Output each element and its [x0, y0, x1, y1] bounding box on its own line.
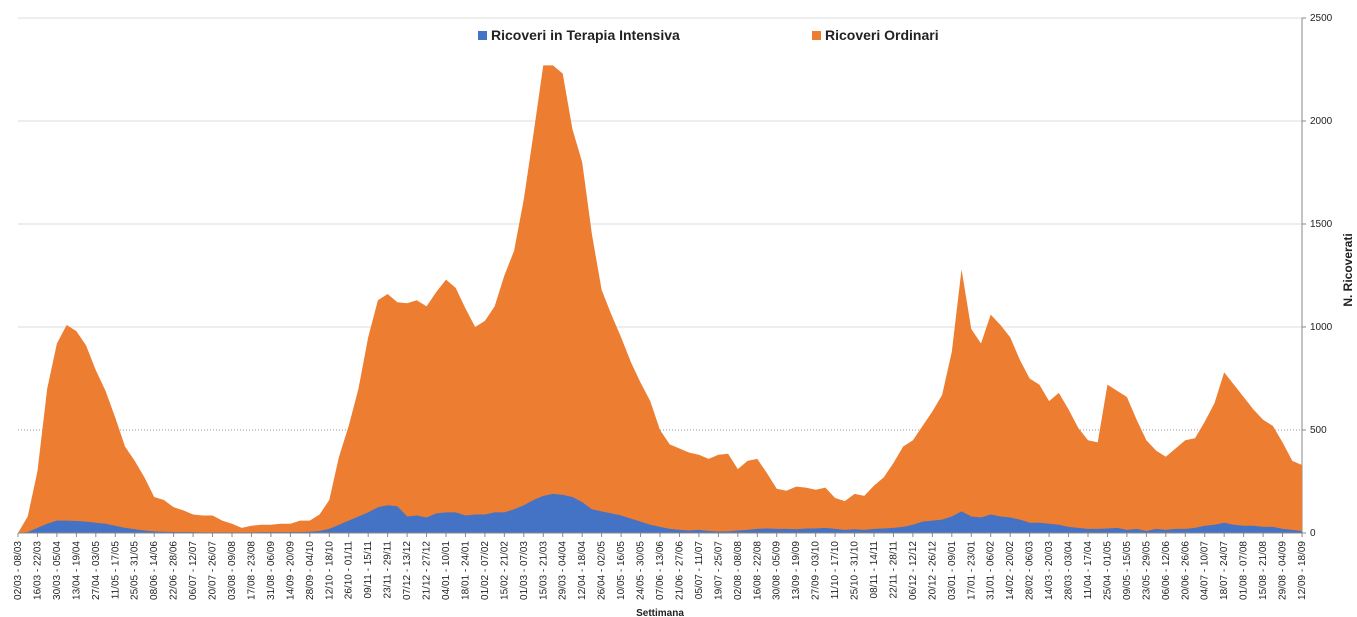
x-tick-label: 13/04 - 19/04 — [71, 541, 82, 600]
x-tick-label: 31/01 - 06/02 — [986, 541, 997, 600]
x-tick-label: 02/03 - 08/03 — [13, 541, 24, 600]
x-tick-label: 06/07 - 12/07 — [188, 541, 199, 600]
x-tick-label: 28/02 - 06/03 — [1025, 541, 1036, 600]
x-tick-label: 17/01 - 23/01 — [966, 541, 977, 600]
x-tick-label: 03/08 - 09/08 — [227, 541, 238, 600]
x-tick-label: 20/06 - 26/06 — [1180, 541, 1191, 600]
x-tick-label: 14/09 - 20/09 — [285, 541, 296, 600]
x-tick-label: 09/05 - 15/05 — [1122, 541, 1133, 600]
x-tick-label: 07/12 - 13/12 — [402, 541, 413, 600]
x-tick-label: 31/08 - 06/09 — [266, 541, 277, 600]
legend-swatch — [812, 31, 821, 40]
x-tick-label: 01/03 - 07/03 — [519, 541, 530, 600]
x-tick-label: 28/03 - 03/04 — [1064, 541, 1075, 600]
y-tick-label: 1000 — [1310, 322, 1333, 333]
x-tick-label: 11/10 - 17/10 — [830, 541, 841, 600]
x-tick-label: 23/11 - 29/11 — [383, 541, 394, 599]
y-tick-label: 0 — [1310, 528, 1316, 539]
x-tick-label: 04/07 - 10/07 — [1200, 541, 1211, 600]
x-tick-label: 28/09 - 04/10 — [305, 541, 316, 600]
x-tick-label: 20/12 - 26/12 — [927, 541, 938, 600]
x-tick-label: 21/12 - 27/12 — [422, 541, 433, 600]
legend-label: Ricoveri Ordinari — [825, 27, 939, 43]
x-tick-label: 07/06 - 13/06 — [655, 541, 666, 600]
x-tick-label: 09/11 - 15/11 — [363, 541, 374, 599]
x-tick-label: 25/05 - 31/05 — [130, 541, 141, 600]
x-tick-label: 11/04 - 17/04 — [1083, 541, 1094, 600]
x-tick-label: 24/05 - 30/05 — [636, 541, 647, 600]
x-tick-label: 01/08 - 07/08 — [1239, 541, 1250, 600]
legend-label: Ricoveri in Terapia Intensiva — [491, 27, 680, 43]
x-tick-label: 15/08 - 21/08 — [1258, 541, 1269, 600]
x-axis-title: Settimana — [636, 608, 684, 617]
x-tick-label: 02/08 - 08/08 — [733, 541, 744, 600]
x-tick-label: 27/09 - 03/10 — [811, 541, 822, 600]
x-tick-label: 18/01 - 24/01 — [460, 541, 471, 600]
x-tick-label: 15/03 - 21/03 — [538, 541, 549, 600]
y-axis-title: N. Ricoverati — [1341, 233, 1355, 306]
x-tick-label: 30/08 - 05/09 — [772, 541, 783, 600]
x-tick-label: 20/07 - 26/07 — [208, 541, 219, 600]
y-tick-label: 2000 — [1310, 116, 1333, 127]
x-tick-label: 21/06 - 27/06 — [674, 541, 685, 600]
x-tick-label: 14/03 - 20/03 — [1044, 541, 1055, 600]
x-tick-label: 15/02 - 21/02 — [499, 541, 510, 600]
x-tick-label: 25/04 - 01/05 — [1102, 541, 1113, 600]
x-tick-label: 29/08 - 04/09 — [1278, 541, 1289, 600]
x-tick-label: 03/01 - 09/01 — [947, 541, 958, 600]
x-tick-label: 12/09 - 18/09 — [1297, 541, 1308, 600]
x-tick-label: 11/05 - 17/05 — [110, 541, 121, 600]
x-tick-label: 18/07 - 24/07 — [1219, 541, 1230, 600]
x-tick-label: 04/01 - 10/01 — [441, 541, 452, 600]
x-tick-label: 27/04 - 03/05 — [91, 541, 102, 600]
x-tick-label: 17/08 - 23/08 — [246, 541, 257, 600]
x-tick-label: 10/05 - 16/05 — [616, 541, 627, 600]
x-tick-label: 13/09 - 19/09 — [791, 541, 802, 600]
x-tick-label: 16/08 - 22/08 — [752, 541, 763, 600]
area — [18, 65, 1302, 533]
x-tick-label: 12/10 - 18/10 — [324, 541, 335, 600]
x-tick-label: 30/03 - 05/04 — [52, 541, 63, 600]
x-tick-label: 22/11 - 28/11 — [888, 541, 899, 599]
x-tick-label: 05/07 - 11/07 — [694, 541, 705, 600]
x-tick-label: 26/04 - 02/05 — [597, 541, 608, 600]
x-tick-label: 12/04 - 18/04 — [577, 541, 588, 600]
x-tick-label: 25/10 - 31/10 — [850, 541, 861, 600]
x-tick-label: 26/10 - 01/11 — [344, 541, 355, 600]
y-tick-label: 1500 — [1310, 219, 1333, 230]
x-tick-label: 08/11 - 14/11 — [869, 541, 880, 599]
x-tick-label: 06/12 - 12/12 — [908, 541, 919, 600]
x-tick-label: 29/03 - 04/04 — [558, 541, 569, 600]
x-tick-label: 06/06 - 12/06 — [1161, 541, 1172, 600]
x-tick-label: 23/05 - 29/05 — [1141, 541, 1152, 600]
area — [18, 493, 1302, 533]
x-tick-label: 16/03 - 22/03 — [32, 541, 43, 600]
y-tick-label: 500 — [1310, 425, 1327, 436]
x-tick-label: 19/07 - 25/07 — [713, 541, 724, 600]
x-tick-label: 14/02 - 20/02 — [1005, 541, 1016, 600]
y-tick-label: 2500 — [1310, 13, 1333, 24]
x-tick-label: 08/06 - 14/06 — [149, 541, 160, 600]
x-tick-label: 22/06 - 28/06 — [169, 541, 180, 600]
x-tick-label: 01/02 - 07/02 — [480, 541, 491, 600]
legend-swatch — [478, 31, 487, 40]
